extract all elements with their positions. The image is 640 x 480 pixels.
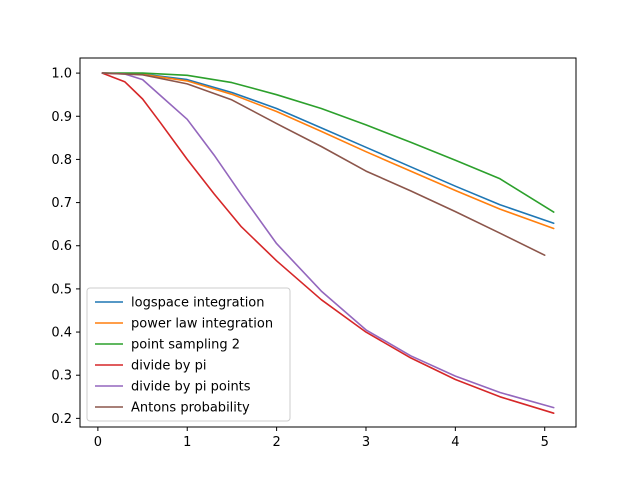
legend-box <box>86 287 291 422</box>
series-line-1 <box>101 72 555 225</box>
series-line-4 <box>101 72 555 415</box>
y-tick-label: 1.0 <box>51 67 72 82</box>
y-tick-label: 0.4 <box>51 326 72 341</box>
legend-label: point sampling 2 <box>131 338 240 353</box>
y-tick-label: 0.5 <box>51 282 72 297</box>
y-tick-label: 0.8 <box>51 153 72 168</box>
legend-label: power law integration <box>131 317 273 332</box>
x-tick-label: 3 <box>362 435 370 450</box>
legend: logspace integration power law integratio… <box>86 287 291 422</box>
legend-label: logspace integration <box>131 296 265 311</box>
x-tick-label: 1 <box>183 435 191 450</box>
x-tick-label: 5 <box>541 435 549 450</box>
y-tick-label: 0.6 <box>51 239 72 254</box>
y-tick-label: 0.9 <box>51 110 72 125</box>
legend-label: divide by pi points <box>131 380 251 395</box>
y-tick-label: 0.2 <box>51 412 72 427</box>
x-tick-label: 4 <box>451 435 459 450</box>
series-layer <box>101 72 555 415</box>
series-line-2 <box>101 72 555 230</box>
x-tick-label: 0 <box>94 435 102 450</box>
series-line-5 <box>101 72 555 409</box>
y-tick-label: 0.7 <box>51 196 72 211</box>
x-tick-label: 2 <box>272 435 280 450</box>
series-line-3 <box>101 72 555 213</box>
y-tick-label: 0.3 <box>51 369 72 384</box>
axes-layer: 0 1 2 3 4 5 0.2 0.3 0.4 0.5 0.6 0.7 0.8 0.9 1.0 <box>51 67 549 450</box>
legend-label: divide by pi <box>131 359 207 374</box>
legend-label: Antons probability <box>131 401 250 416</box>
plot-frame <box>79 57 577 428</box>
series-line-6 <box>101 72 546 256</box>
